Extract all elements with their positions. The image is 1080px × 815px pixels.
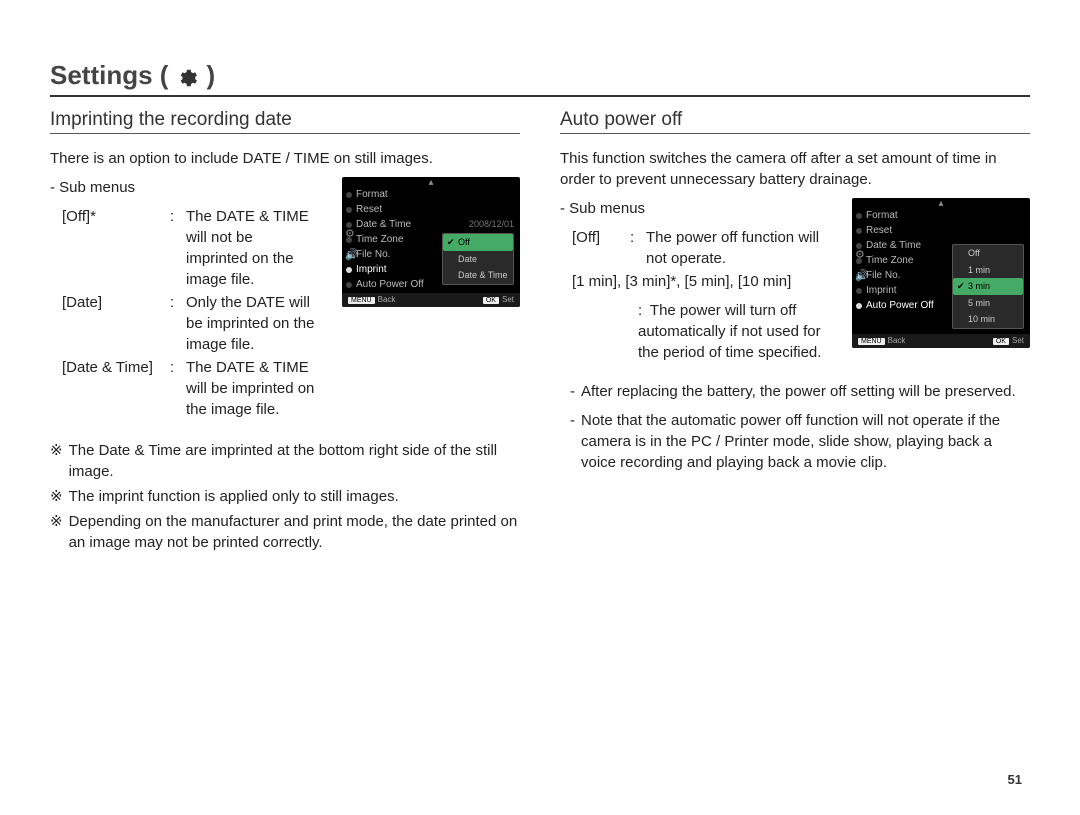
def-row: [Date]: Only the DATE will be imprinted …: [62, 292, 318, 355]
menu-tag: MENU: [348, 297, 375, 304]
def-val: The DATE & TIME will be imprinted on the…: [186, 357, 318, 420]
def-key: [Date]: [62, 292, 162, 313]
def-key: [Off]: [572, 227, 622, 248]
lcd-item: Time Zone: [356, 233, 403, 247]
page-title: Settings ( ): [50, 60, 1030, 97]
lcd-item: File No.: [356, 248, 390, 262]
popup-opt: 3 min: [968, 280, 990, 293]
lcd-item: Format: [356, 188, 388, 202]
speaker-icon: 🔊: [855, 269, 869, 284]
lcd-date: 2008/12/01: [469, 218, 514, 231]
lcd-item: Imprint: [866, 284, 897, 298]
title-text: Settings (: [50, 60, 168, 91]
lcd-item: File No.: [866, 269, 900, 283]
page-number: 51: [1008, 772, 1022, 787]
left-intro: There is an option to include DATE / TIM…: [50, 148, 520, 169]
note-text: The imprint function is applied only to …: [69, 486, 399, 507]
back-text: Back: [378, 295, 396, 304]
lcd-item: Date & Time: [356, 218, 411, 232]
popup-opt: 5 min: [968, 297, 990, 310]
lcd-item: Format: [866, 209, 898, 223]
note-mark: ※: [50, 511, 63, 553]
gear-icon: ⚙: [855, 248, 869, 263]
lcd-item-selected: Imprint: [356, 263, 387, 277]
def-val: Only the DATE will be imprinted on the i…: [186, 292, 318, 355]
title-close: ): [206, 60, 215, 91]
speaker-icon: 🔊: [345, 248, 359, 263]
right-sub-label: - Sub menus: [560, 198, 828, 219]
set-text: Set: [1012, 336, 1024, 345]
def-row: [Date & Time]: The DATE & TIME will be i…: [62, 357, 318, 420]
def-key: [Off]*: [62, 206, 162, 227]
lcd-item: Auto Power Off: [356, 278, 424, 292]
menu-tag: MENU: [858, 338, 885, 345]
popup-opt: Off: [968, 247, 980, 260]
def-row: [Off]*: The DATE & TIME will not be impr…: [62, 206, 318, 290]
def-row: [Off]: The power off function will not o…: [572, 227, 828, 269]
note-text: The Date & Time are imprinted at the bot…: [69, 440, 520, 482]
lcd-imprint: ▴ Format Reset Date & Time2008/12/01 Tim…: [342, 177, 520, 307]
popup-opt: Date & Time: [458, 269, 508, 282]
lcd-autopoweroff: ▴ Format Reset Date & Time Time Zone Fil…: [852, 198, 1030, 348]
left-sub-label: - Sub menus: [50, 177, 318, 198]
left-heading: Imprinting the recording date: [50, 109, 520, 134]
lcd-item: Date & Time: [866, 239, 921, 253]
note-text: Depending on the manufacturer and print …: [69, 511, 520, 553]
lcd-popup: Off 1 min ✔3 min 5 min 10 min: [952, 244, 1024, 329]
left-def-list: [Off]*: The DATE & TIME will not be impr…: [62, 206, 318, 420]
right-def-list: [Off]: The power off function will not o…: [572, 227, 828, 269]
lcd-item: Time Zone: [866, 254, 913, 268]
right-column: Auto power off This function switches th…: [560, 109, 1030, 557]
note-mark: ※: [50, 440, 63, 482]
right-heading: Auto power off: [560, 109, 1030, 134]
lcd-item-selected: Auto Power Off: [866, 299, 934, 313]
popup-opt: Date: [458, 253, 477, 266]
back-text: Back: [888, 336, 906, 345]
right-dash-notes: -After replacing the battery, the power …: [570, 381, 1030, 473]
ok-tag: OK: [483, 297, 499, 304]
dash-note: After replacing the battery, the power o…: [581, 381, 1016, 402]
def-key: [Date & Time]: [62, 357, 162, 378]
dash-note: Note that the automatic power off functi…: [581, 410, 1030, 473]
gear-icon: ⚙: [345, 227, 359, 242]
gear-icon: [176, 65, 198, 87]
lcd-item: Reset: [866, 224, 892, 238]
ok-tag: OK: [993, 338, 1009, 345]
left-column: Imprinting the recording date There is a…: [50, 109, 520, 557]
note-mark: ※: [50, 486, 63, 507]
left-notes: ※The Date & Time are imprinted at the bo…: [50, 440, 520, 553]
set-text: Set: [502, 295, 514, 304]
lcd-item: Reset: [356, 203, 382, 217]
def-val: The power off function will not operate.: [646, 227, 828, 269]
popup-opt: Off: [458, 236, 470, 249]
times-line: [1 min], [3 min]*, [5 min], [10 min]: [572, 271, 828, 292]
def-val: The DATE & TIME will not be imprinted on…: [186, 206, 318, 290]
times-desc: The power will turn off automatically if…: [638, 302, 821, 361]
lcd-popup: ✔Off Date Date & Time: [442, 233, 514, 285]
popup-opt: 1 min: [968, 264, 990, 277]
popup-opt: 10 min: [968, 313, 995, 326]
right-intro: This function switches the camera off af…: [560, 148, 1030, 190]
